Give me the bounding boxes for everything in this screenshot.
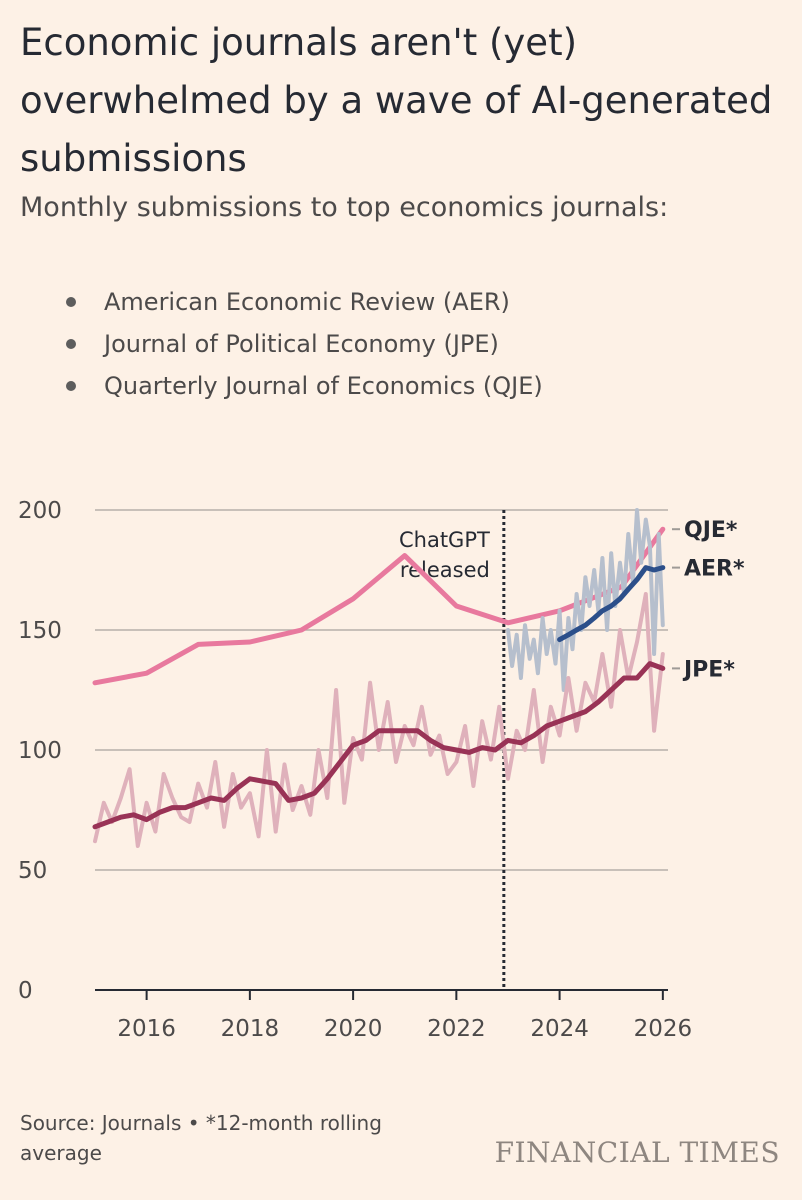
legend-label-qje: Quarterly Journal of Economics (QJE) [104, 372, 543, 400]
x-tick-label-2024: 2024 [530, 1016, 589, 1042]
chart-subtitle: Monthly submissions to top economics jou… [20, 192, 669, 223]
legend-label-aer: American Economic Review (AER) [104, 288, 510, 316]
end-label-aer: AER* [684, 557, 745, 582]
y-tick-label-50: 50 [18, 858, 47, 884]
y-tick-label-200: 200 [18, 498, 62, 524]
line-chart: 0 50 100 150 200 2016 2018 2020 2022 2024 2026 Chat… [18, 498, 745, 1042]
series-aer-average [557, 565, 666, 643]
chart-title: Economic journals aren't (yet) overwhelm… [20, 21, 773, 180]
source-note: Source: Journals • *12-month rolling ave… [20, 1111, 382, 1165]
series-jpe-average [92, 661, 666, 830]
legend-bullet-icon [66, 297, 76, 307]
legend-item-jpe: Journal of Political Economy (JPE) [64, 326, 543, 368]
series-qje-average [92, 526, 666, 686]
y-tick-label-0: 0 [18, 978, 33, 1004]
y-tick-label-100: 100 [18, 738, 62, 764]
legend-item-aer: American Economic Review (AER) [64, 284, 543, 326]
x-tick-label-2022: 2022 [427, 1016, 486, 1042]
financial-times-logo: FINANCIAL TIMES [494, 1136, 780, 1169]
x-tick-label-2026: 2026 [634, 1016, 693, 1042]
legend-bullet-icon [66, 381, 76, 391]
x-tick-label-2016: 2016 [117, 1016, 176, 1042]
annotation-chatgpt-line-1: ChatGPT [399, 528, 490, 552]
legend-label-jpe: Journal of Political Economy (JPE) [104, 330, 499, 358]
annotation-chatgpt-line-2: released [400, 558, 490, 582]
y-tick-label-150: 150 [18, 618, 62, 644]
x-tick-label-2018: 2018 [221, 1016, 280, 1042]
legend-bullet-icon [66, 339, 76, 349]
x-tick-label-2020: 2020 [324, 1016, 383, 1042]
legend: American Economic Review (AER) Journal o… [64, 284, 543, 410]
end-label-jpe: JPE* [682, 657, 735, 682]
series-aer-monthly [506, 508, 665, 692]
legend-item-qje: Quarterly Journal of Economics (QJE) [64, 368, 543, 410]
series-jpe-monthly [93, 592, 665, 848]
end-label-qje: QJE* [684, 518, 738, 543]
